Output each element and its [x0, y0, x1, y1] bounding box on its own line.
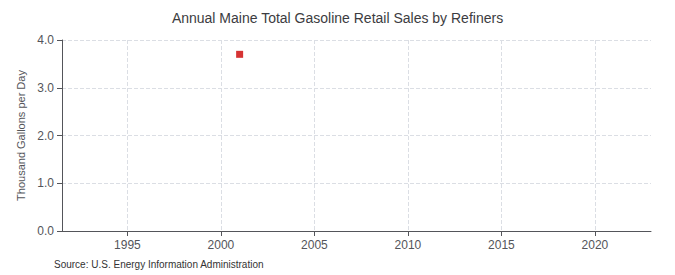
- svg-text:1995: 1995: [114, 238, 141, 252]
- svg-text:2005: 2005: [301, 238, 328, 252]
- svg-text:2010: 2010: [395, 238, 422, 252]
- svg-text:2000: 2000: [208, 238, 235, 252]
- svg-text:0.0: 0.0: [37, 224, 54, 238]
- svg-text:Source: U.S. Energy Informatio: Source: U.S. Energy Information Administ…: [54, 259, 264, 270]
- svg-text:2015: 2015: [488, 238, 515, 252]
- svg-text:Annual Maine Total Gasoline Re: Annual Maine Total Gasoline Retail Sales…: [172, 10, 503, 26]
- svg-text:Thousand Gallons per Day: Thousand Gallons per Day: [15, 70, 27, 201]
- svg-text:1.0: 1.0: [37, 176, 54, 190]
- svg-text:4.0: 4.0: [37, 33, 54, 47]
- svg-text:2.0: 2.0: [37, 129, 54, 143]
- svg-text:2020: 2020: [582, 238, 609, 252]
- svg-text:3.0: 3.0: [37, 81, 54, 95]
